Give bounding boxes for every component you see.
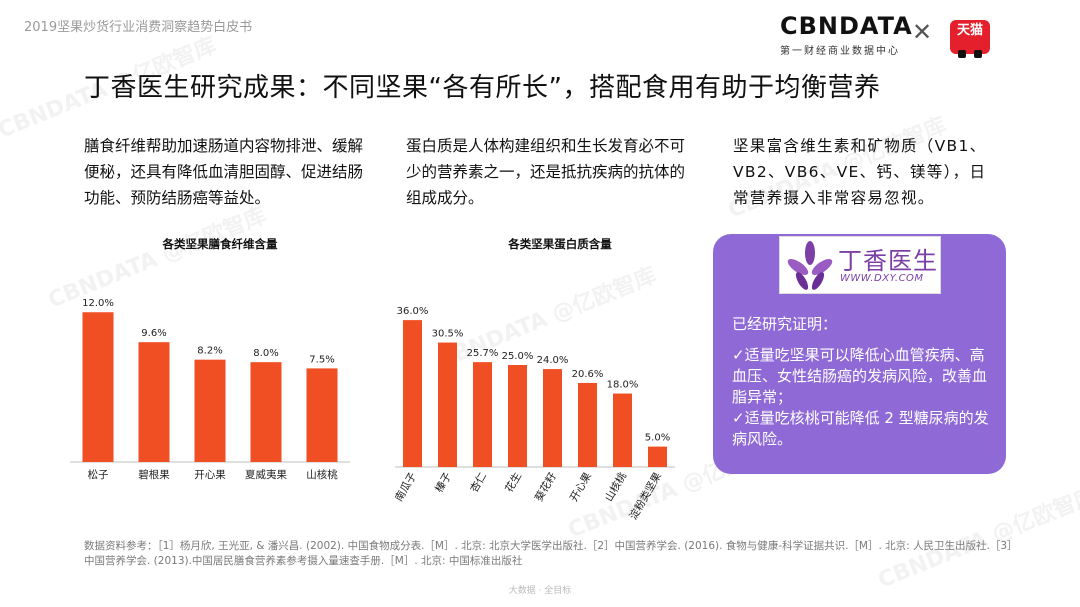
protein-chart-title: 各类坚果蛋白质含量 <box>508 237 612 251</box>
lilac-flower-icon <box>787 241 833 290</box>
bar-value-label: 5.0% <box>645 433 670 444</box>
card-text: 已经研究证明： ✓适量吃坚果可以降低心血管疾病、高血压、女性结肠癌的发病风险，改… <box>732 314 994 450</box>
report-title: 2019坚果炒货行业消费洞察趋势白皮书 <box>24 20 253 35</box>
vitamin-description: 坚果富含维生素和矿物质（VB1、VB2、VB6、VE、钙、镁等），日常营养摄入非… <box>733 137 987 207</box>
dxy-logo: 丁香医生 WWW.DXY.COM <box>779 236 941 294</box>
category-label: 开心果 <box>194 469 226 481</box>
bar-value-label: 36.0% <box>397 306 429 317</box>
dxy-logo-name: 丁香医生 <box>838 247 938 275</box>
bar-value-label: 25.7% <box>467 348 499 359</box>
cbndata-logo-text: CBNDATA <box>780 12 913 40</box>
bar-value-label: 25.0% <box>502 351 534 362</box>
cross-icon: ✕ <box>912 18 933 46</box>
category-label: 花生 <box>502 470 524 495</box>
footer-text: 大数据 · 全目标 <box>508 586 572 596</box>
bar <box>250 362 282 462</box>
bar-value-label: 8.2% <box>197 346 222 357</box>
category-label: 杏仁 <box>467 470 489 495</box>
fiber-description: 膳食纤维帮助加速肠道内容物排泄、缓解便秘，还具有降低血清胆固醇、促进结肠功能、预… <box>84 137 364 207</box>
bar <box>508 365 527 467</box>
bar <box>194 359 226 462</box>
bar-value-label: 30.5% <box>432 329 464 340</box>
watermark: CBNDATA @亿欧智库 <box>874 483 1080 594</box>
category-label: 南瓜子 <box>395 470 419 504</box>
bar <box>82 312 114 462</box>
card-point-2: ✓适量吃核桃可能降低 2 型糖尿病的发病风险。 <box>732 409 989 448</box>
protein-description: 蛋白质是人体构建组织和生长发育必不可少的营养素之一，还是抵抗疾病的抗体的组成成分… <box>406 137 686 207</box>
bar-value-label: 9.6% <box>141 328 166 339</box>
cbndata-logo-subtitle: 第一财经商业数据中心 <box>780 46 900 57</box>
bar <box>473 362 492 467</box>
category-label: 夏威夷果 <box>245 468 287 481</box>
page-headline: 丁香医生研究成果：不同坚果“各有所长”，搭配食用有助于均衡营养 <box>84 73 881 103</box>
bar-value-label: 24.0% <box>537 355 569 366</box>
bar-value-label: 7.5% <box>309 354 334 365</box>
fiber-chart: 12.0% 松子 9.6% 碧根果 8.2% 开心果 8.0% 夏威夷果 7.5% 山核桃 <box>70 298 350 481</box>
bar <box>543 369 562 467</box>
category-label: 碧根果 <box>138 468 170 481</box>
protein-chart: 36.0% 南瓜子 30.5% 榛子 25.7% 杏仁 25.0% 花生 24.0% 葵花籽 20.… <box>395 306 675 522</box>
card-point-1: ✓适量吃坚果可以降低心血管疾病、高血压、女性结肠癌的发病风险，改善血脂异常； <box>732 346 988 406</box>
bar-value-label: 8.0% <box>253 348 278 359</box>
bar <box>138 342 170 462</box>
category-label: 葵花籽 <box>532 470 559 504</box>
category-label: 山核桃 <box>306 468 338 481</box>
category-label: 榛子 <box>432 470 454 495</box>
bar-value-label: 18.0% <box>607 380 639 391</box>
bar <box>306 368 338 462</box>
category-label: 开心果 <box>568 470 594 504</box>
bar <box>403 320 422 467</box>
category-label: 山核桃 <box>602 470 629 504</box>
category-label: 松子 <box>88 468 109 481</box>
bar <box>613 393 632 467</box>
tmall-logo-text: 天猫 <box>956 23 983 38</box>
card-heading: 已经研究证明： <box>732 315 838 333</box>
fiber-chart-title: 各类坚果膳食纤维含量 <box>162 237 278 251</box>
cbndata-logo: CBNDATA 第一财经商业数据中心 <box>780 12 913 57</box>
bar-value-label: 20.6% <box>572 369 604 380</box>
bar <box>438 342 457 467</box>
category-label: 淀粉类坚果 <box>627 470 665 522</box>
references: 数据资料参考：［1］杨月欣, 王光亚, & 潘兴昌. (2002). 中国食物成… <box>84 540 1013 567</box>
tmall-logo: 天猫 <box>950 20 990 58</box>
bar <box>578 382 597 467</box>
bar-value-label: 12.0% <box>82 298 114 309</box>
bar <box>648 446 667 467</box>
dxy-logo-url: WWW.DXY.COM <box>840 273 924 284</box>
